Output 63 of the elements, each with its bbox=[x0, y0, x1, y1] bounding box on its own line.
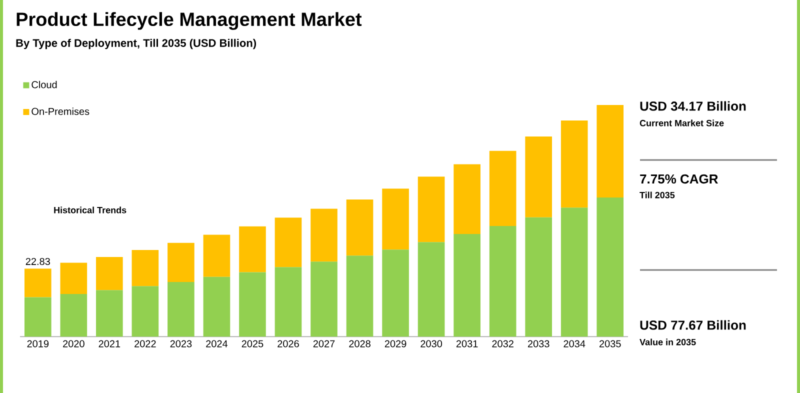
bar bbox=[24, 297, 52, 337]
legend-label: On-Premises bbox=[32, 108, 90, 115]
text: Current Market Size bbox=[640, 120, 724, 126]
bar bbox=[60, 294, 88, 337]
bar bbox=[346, 256, 374, 337]
bar bbox=[239, 272, 266, 337]
annotation: 22.83 bbox=[26, 258, 50, 266]
bar bbox=[132, 286, 159, 337]
x-tick-label: 2021 bbox=[98, 340, 120, 348]
bar bbox=[274, 218, 302, 268]
bar bbox=[382, 250, 409, 337]
x-tick-label: 2032 bbox=[492, 340, 514, 348]
x-tick-label: 2028 bbox=[349, 340, 370, 348]
bar bbox=[60, 262, 88, 294]
bar bbox=[96, 256, 123, 290]
bar bbox=[489, 150, 516, 226]
chart-title: Product Lifecycle Management Market bbox=[16, 12, 362, 30]
x-tick-label: 2027 bbox=[313, 340, 335, 348]
bar bbox=[274, 267, 302, 337]
bar bbox=[310, 208, 338, 262]
x-tick-label: 2034 bbox=[564, 340, 586, 348]
x-tick-label: 2026 bbox=[278, 340, 299, 348]
x-tick-label: 2035 bbox=[599, 340, 621, 348]
chart-subtitle: By Type of Deployment, Till 2035 (USD Billion) bbox=[16, 38, 256, 50]
x-tick-label: 2020 bbox=[63, 340, 84, 348]
x-tick-label: 2031 bbox=[456, 340, 478, 348]
bar bbox=[310, 262, 338, 337]
annotation: Historical Trends bbox=[54, 206, 126, 214]
bar bbox=[346, 200, 374, 256]
text: Value in 2035 bbox=[640, 338, 696, 346]
x-tick-label: 2033 bbox=[528, 340, 550, 348]
bar bbox=[239, 226, 266, 272]
bar bbox=[168, 242, 194, 282]
bar bbox=[382, 188, 409, 250]
x-tick-label: 2025 bbox=[242, 340, 264, 348]
x-tick-label: 2024 bbox=[206, 340, 228, 348]
text: USD 34.17 Billion bbox=[640, 101, 746, 111]
bar bbox=[525, 136, 552, 218]
bar bbox=[24, 268, 52, 298]
bar bbox=[489, 226, 516, 337]
bar bbox=[525, 217, 552, 337]
bar bbox=[203, 276, 230, 337]
bar bbox=[454, 234, 480, 337]
x-tick-label: 2022 bbox=[134, 340, 156, 348]
x-tick-label: 2030 bbox=[420, 340, 442, 348]
x-tick-label: 2029 bbox=[384, 340, 406, 348]
x-tick-label: 2019 bbox=[27, 340, 49, 348]
bar bbox=[203, 234, 230, 277]
bar bbox=[418, 176, 445, 242]
text: USD 77.67 Billion bbox=[640, 320, 746, 330]
legend-label: Cloud bbox=[32, 80, 57, 88]
x-tick-label: 2023 bbox=[170, 340, 192, 348]
bar bbox=[168, 282, 194, 337]
bar bbox=[596, 197, 624, 337]
bar bbox=[96, 290, 123, 337]
bar bbox=[132, 250, 159, 286]
bar bbox=[596, 104, 624, 198]
bar bbox=[454, 164, 480, 234]
bar bbox=[560, 120, 588, 208]
bar bbox=[560, 208, 588, 337]
bar bbox=[418, 242, 445, 337]
text: 7.75% CAGR bbox=[640, 174, 718, 184]
text: Till 2035 bbox=[640, 192, 675, 198]
